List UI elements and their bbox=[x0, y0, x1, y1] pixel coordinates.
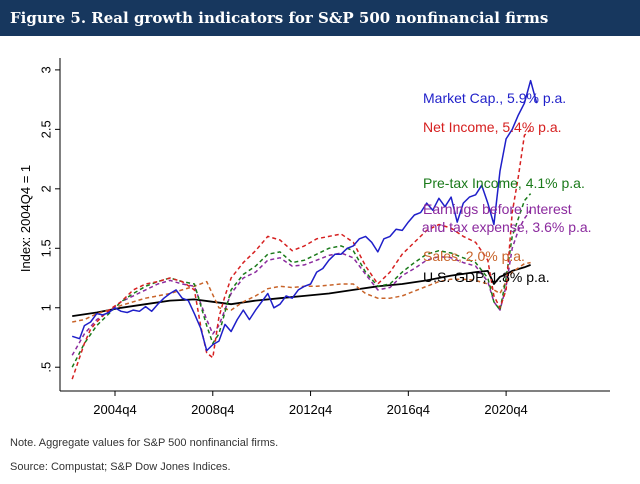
series-label-market-cap: Market Cap., 5.9% p.a. bbox=[423, 90, 566, 106]
series-line-sales bbox=[72, 261, 531, 323]
series-line-u-s-gdp bbox=[72, 264, 531, 317]
x-tick-label: 2008q4 bbox=[191, 402, 234, 417]
y-axis-label: Index: 2004Q4 = 1 bbox=[18, 165, 33, 272]
x-tick-label: 2016q4 bbox=[387, 402, 430, 417]
series-line-net-income bbox=[71, 128, 532, 380]
y-tick-label: 2 bbox=[39, 185, 54, 192]
y-tick-label: .5 bbox=[39, 362, 54, 373]
series-label-sales: Sales, 2.0% p.a. bbox=[423, 248, 525, 264]
figure-source: Source: Compustat; S&P Dow Jones Indices… bbox=[10, 461, 231, 473]
series-label-pre-tax-income: Pre-tax Income, 4.1% p.a. bbox=[423, 175, 585, 191]
y-tick-label: 1.5 bbox=[39, 239, 54, 257]
y-tick-label: 2.5 bbox=[39, 120, 54, 138]
x-tick-label: 2004q4 bbox=[93, 402, 136, 417]
y-tick-label: 3 bbox=[39, 66, 54, 73]
line-chart: .5 1 1.5 2 2.5 3 2004q4 2008q4 2012q4 2016q4 2020q… bbox=[18, 58, 610, 417]
series-line-earnings-before-interest-and-tax-expense bbox=[71, 209, 532, 356]
y-tick-label: 1 bbox=[39, 304, 54, 311]
x-tick-label: 2020q4 bbox=[484, 402, 527, 417]
series-label-earnings-before-interest-and-tax-expense: Earnings before interest and tax expense… bbox=[418, 201, 592, 235]
series-label-net-income: Net Income, 5.4% p.a. bbox=[423, 119, 562, 135]
figure-title: Figure 5. Real growth indicators for S&P… bbox=[0, 0, 640, 36]
x-tick-label: 2012q4 bbox=[289, 402, 332, 417]
series-line-pre-tax-income bbox=[71, 193, 532, 368]
series-label-u-s-gdp: U.S. GDP, 1.8% p.a. bbox=[423, 269, 550, 285]
series-line-market-cap bbox=[71, 79, 538, 352]
figure-note: Note. Aggregate values for S&P 500 nonfi… bbox=[10, 437, 279, 449]
